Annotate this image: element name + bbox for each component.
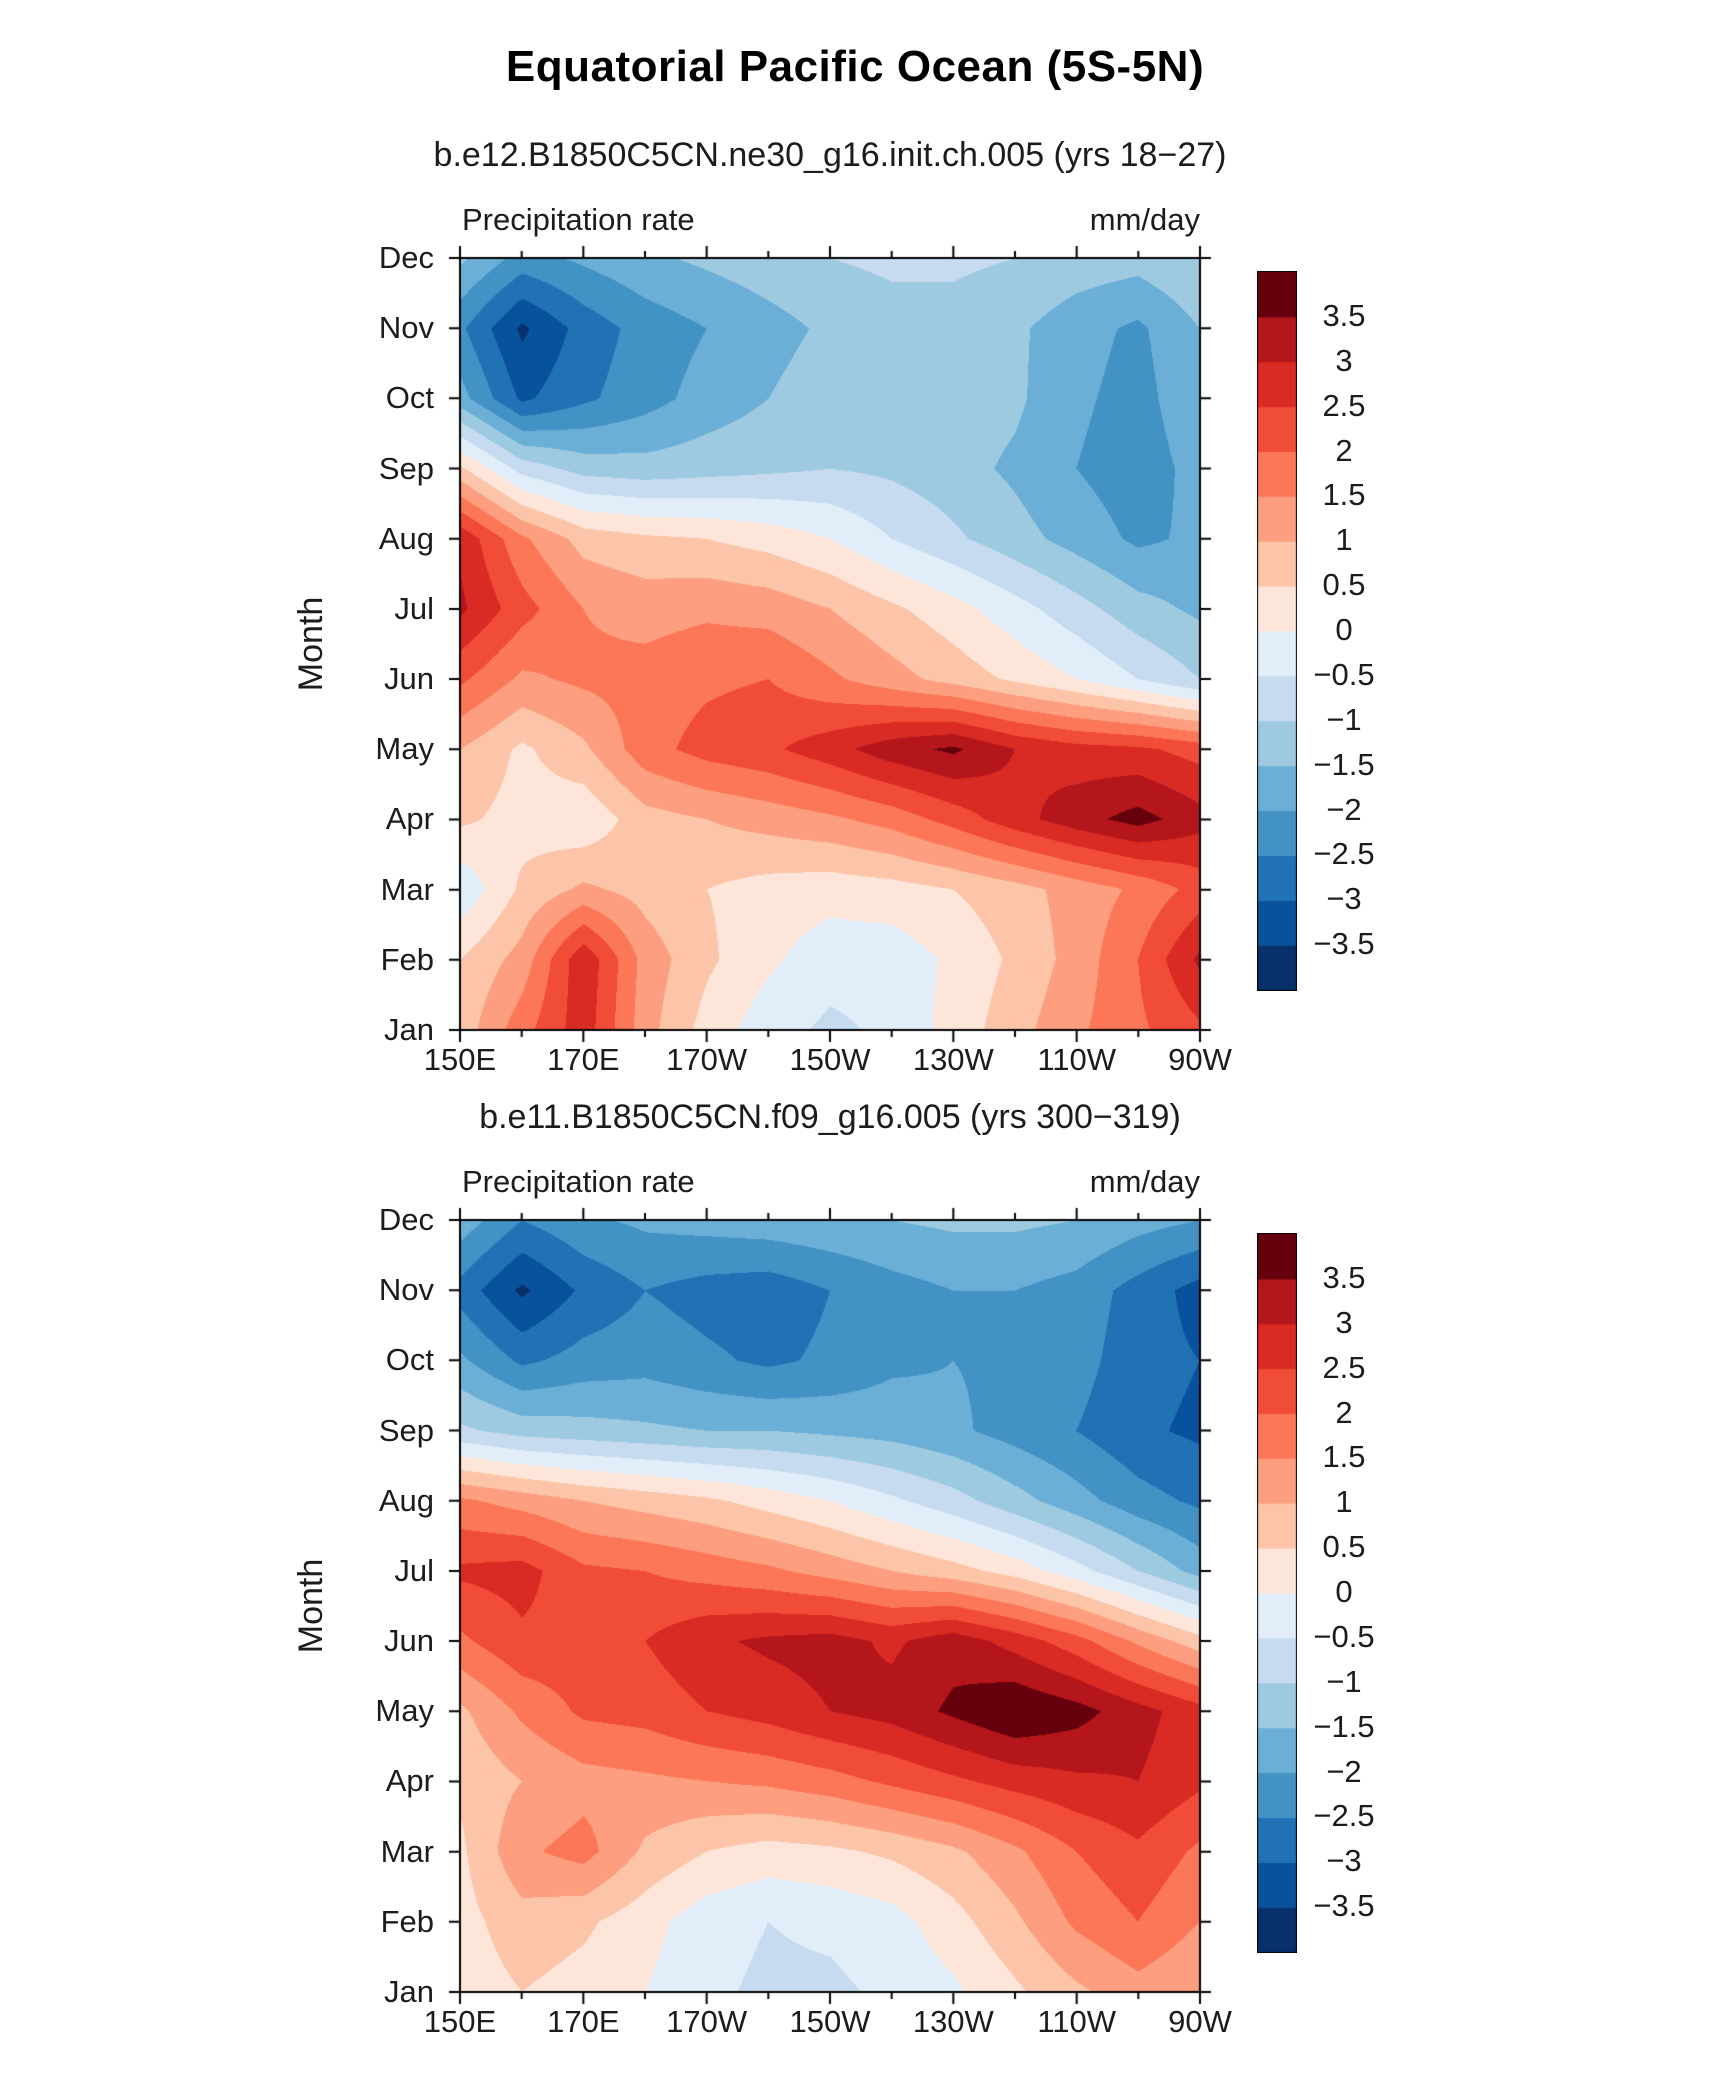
longitude-tick-label: 130W: [912, 1042, 994, 1077]
colorbar-tick-label: −1: [1326, 1663, 1362, 1699]
month-tick-label: Apr: [385, 1763, 434, 1799]
colorbar-tick-label: −2: [1326, 791, 1362, 827]
longitude-tick-label: 150W: [789, 1042, 871, 1077]
panel-subtitle: b.e12.B1850C5CN.ne30_g16.init.ch.005 (yr…: [433, 136, 1227, 174]
colorbar-tick-label: 3: [1335, 342, 1353, 378]
colorbar-tick-label: 2: [1335, 432, 1353, 468]
month-tick-label: Feb: [380, 1903, 434, 1939]
colorbar-tick-label: 0: [1335, 612, 1353, 647]
longitude-tick-label: 150E: [423, 1042, 497, 1077]
colorbar-tick-label: 3.5: [1322, 1259, 1366, 1295]
colorbar-tick-label: 2.5: [1322, 1349, 1366, 1385]
month-tick-label: Aug: [378, 520, 434, 556]
longitude-tick-label: 150E: [423, 2004, 497, 2039]
colorbar-tick-label: 0: [1335, 1574, 1353, 1609]
panel-subtitle: b.e11.B1850C5CN.f09_g16.005 (yrs 300−319…: [479, 1098, 1181, 1136]
colorbar-tick-label: −1.5: [1313, 1708, 1375, 1744]
variable-label: Precipitation rate: [462, 202, 695, 237]
colorbar-tick-label: 0.5: [1322, 567, 1366, 603]
longitude-tick-label: 150W: [789, 2004, 871, 2039]
month-tick-label: Jan: [384, 1974, 434, 2009]
longitude-tick-label: 170E: [547, 1042, 620, 1077]
contour-plot-canvas: [444, 242, 1216, 1046]
colorbar-tick-label: 1: [1335, 522, 1353, 558]
colorbar-tick-label: 1.5: [1322, 477, 1366, 513]
colorbar-canvas: [1257, 271, 1297, 991]
month-tick-label: Nov: [378, 310, 434, 346]
month-tick-label: Jan: [384, 1012, 434, 1047]
y-axis-title: Month: [292, 596, 330, 692]
month-tick-label: Jul: [394, 590, 434, 626]
units-label: mm/day: [1089, 202, 1200, 237]
colorbar-tick-label: −2: [1326, 1753, 1362, 1789]
longitude-tick-label: 170W: [666, 2004, 748, 2039]
month-tick-label: Nov: [378, 1272, 434, 1308]
colorbar-tick-label: −3.5: [1313, 1888, 1375, 1924]
month-tick-label: Jun: [384, 1623, 434, 1659]
colorbar-tick-label: −0.5: [1313, 656, 1375, 692]
colorbar-tick-label: 3: [1335, 1304, 1353, 1340]
colorbar-tick-label: 2: [1335, 1394, 1353, 1430]
month-tick-label: Sep: [378, 450, 434, 486]
month-tick-label: Dec: [378, 240, 434, 275]
colorbar-tick-label: −3: [1326, 881, 1362, 917]
panel-1: b.e12.B1850C5CN.ne30_g16.init.ch.005 (yr…: [292, 136, 1375, 1077]
colorbar-tick-label: −2.5: [1313, 836, 1375, 872]
month-tick-label: Feb: [380, 941, 434, 977]
units-label: mm/day: [1089, 1164, 1200, 1199]
month-tick-label: Oct: [385, 1342, 434, 1378]
longitude-tick-label: 90W: [1168, 1042, 1232, 1077]
month-tick-label: Oct: [385, 380, 434, 416]
colorbar-tick-label: −3.5: [1313, 926, 1375, 962]
month-tick-label: Dec: [378, 1202, 434, 1237]
longitude-tick-label: 90W: [1168, 2004, 1232, 2039]
month-tick-label: Aug: [378, 1482, 434, 1518]
variable-label: Precipitation rate: [462, 1164, 695, 1199]
longitude-tick-label: 110W: [1037, 1042, 1116, 1077]
month-tick-label: Mar: [380, 1833, 434, 1869]
y-axis-title: Month: [292, 1558, 330, 1654]
month-tick-label: Mar: [380, 871, 434, 907]
colorbar-tick-label: 2.5: [1322, 387, 1366, 423]
colorbar-canvas: [1257, 1233, 1297, 1953]
longitude-tick-label: 170W: [666, 1042, 748, 1077]
longitude-tick-label: 130W: [912, 2004, 994, 2039]
colorbar-tick-label: 1.5: [1322, 1439, 1366, 1475]
month-tick-label: May: [375, 731, 434, 767]
colorbar-tick-label: 0.5: [1322, 1529, 1366, 1565]
colorbar-tick-label: −3: [1326, 1843, 1362, 1879]
month-tick-label: Jul: [394, 1552, 434, 1588]
colorbar-tick-label: −1: [1326, 701, 1362, 737]
colorbar-tick-label: 1: [1335, 1484, 1353, 1520]
month-tick-label: Jun: [384, 661, 434, 697]
figure-title: Equatorial Pacific Ocean (5S-5N): [505, 42, 1205, 91]
longitude-tick-label: 110W: [1037, 2004, 1116, 2039]
contour-plot-canvas: [444, 1204, 1216, 2008]
panel-2: b.e11.B1850C5CN.f09_g16.005 (yrs 300−319…: [0, 962, 1710, 2042]
colorbar-tick-label: −0.5: [1313, 1618, 1375, 1654]
colorbar-tick-label: 3.5: [1322, 297, 1366, 333]
colorbar-tick-label: −2.5: [1313, 1798, 1375, 1834]
month-tick-label: Apr: [385, 801, 434, 837]
month-tick-label: May: [375, 1693, 434, 1729]
longitude-tick-label: 170E: [547, 2004, 620, 2039]
month-tick-label: Sep: [378, 1412, 434, 1448]
colorbar-tick-label: −1.5: [1313, 746, 1375, 782]
